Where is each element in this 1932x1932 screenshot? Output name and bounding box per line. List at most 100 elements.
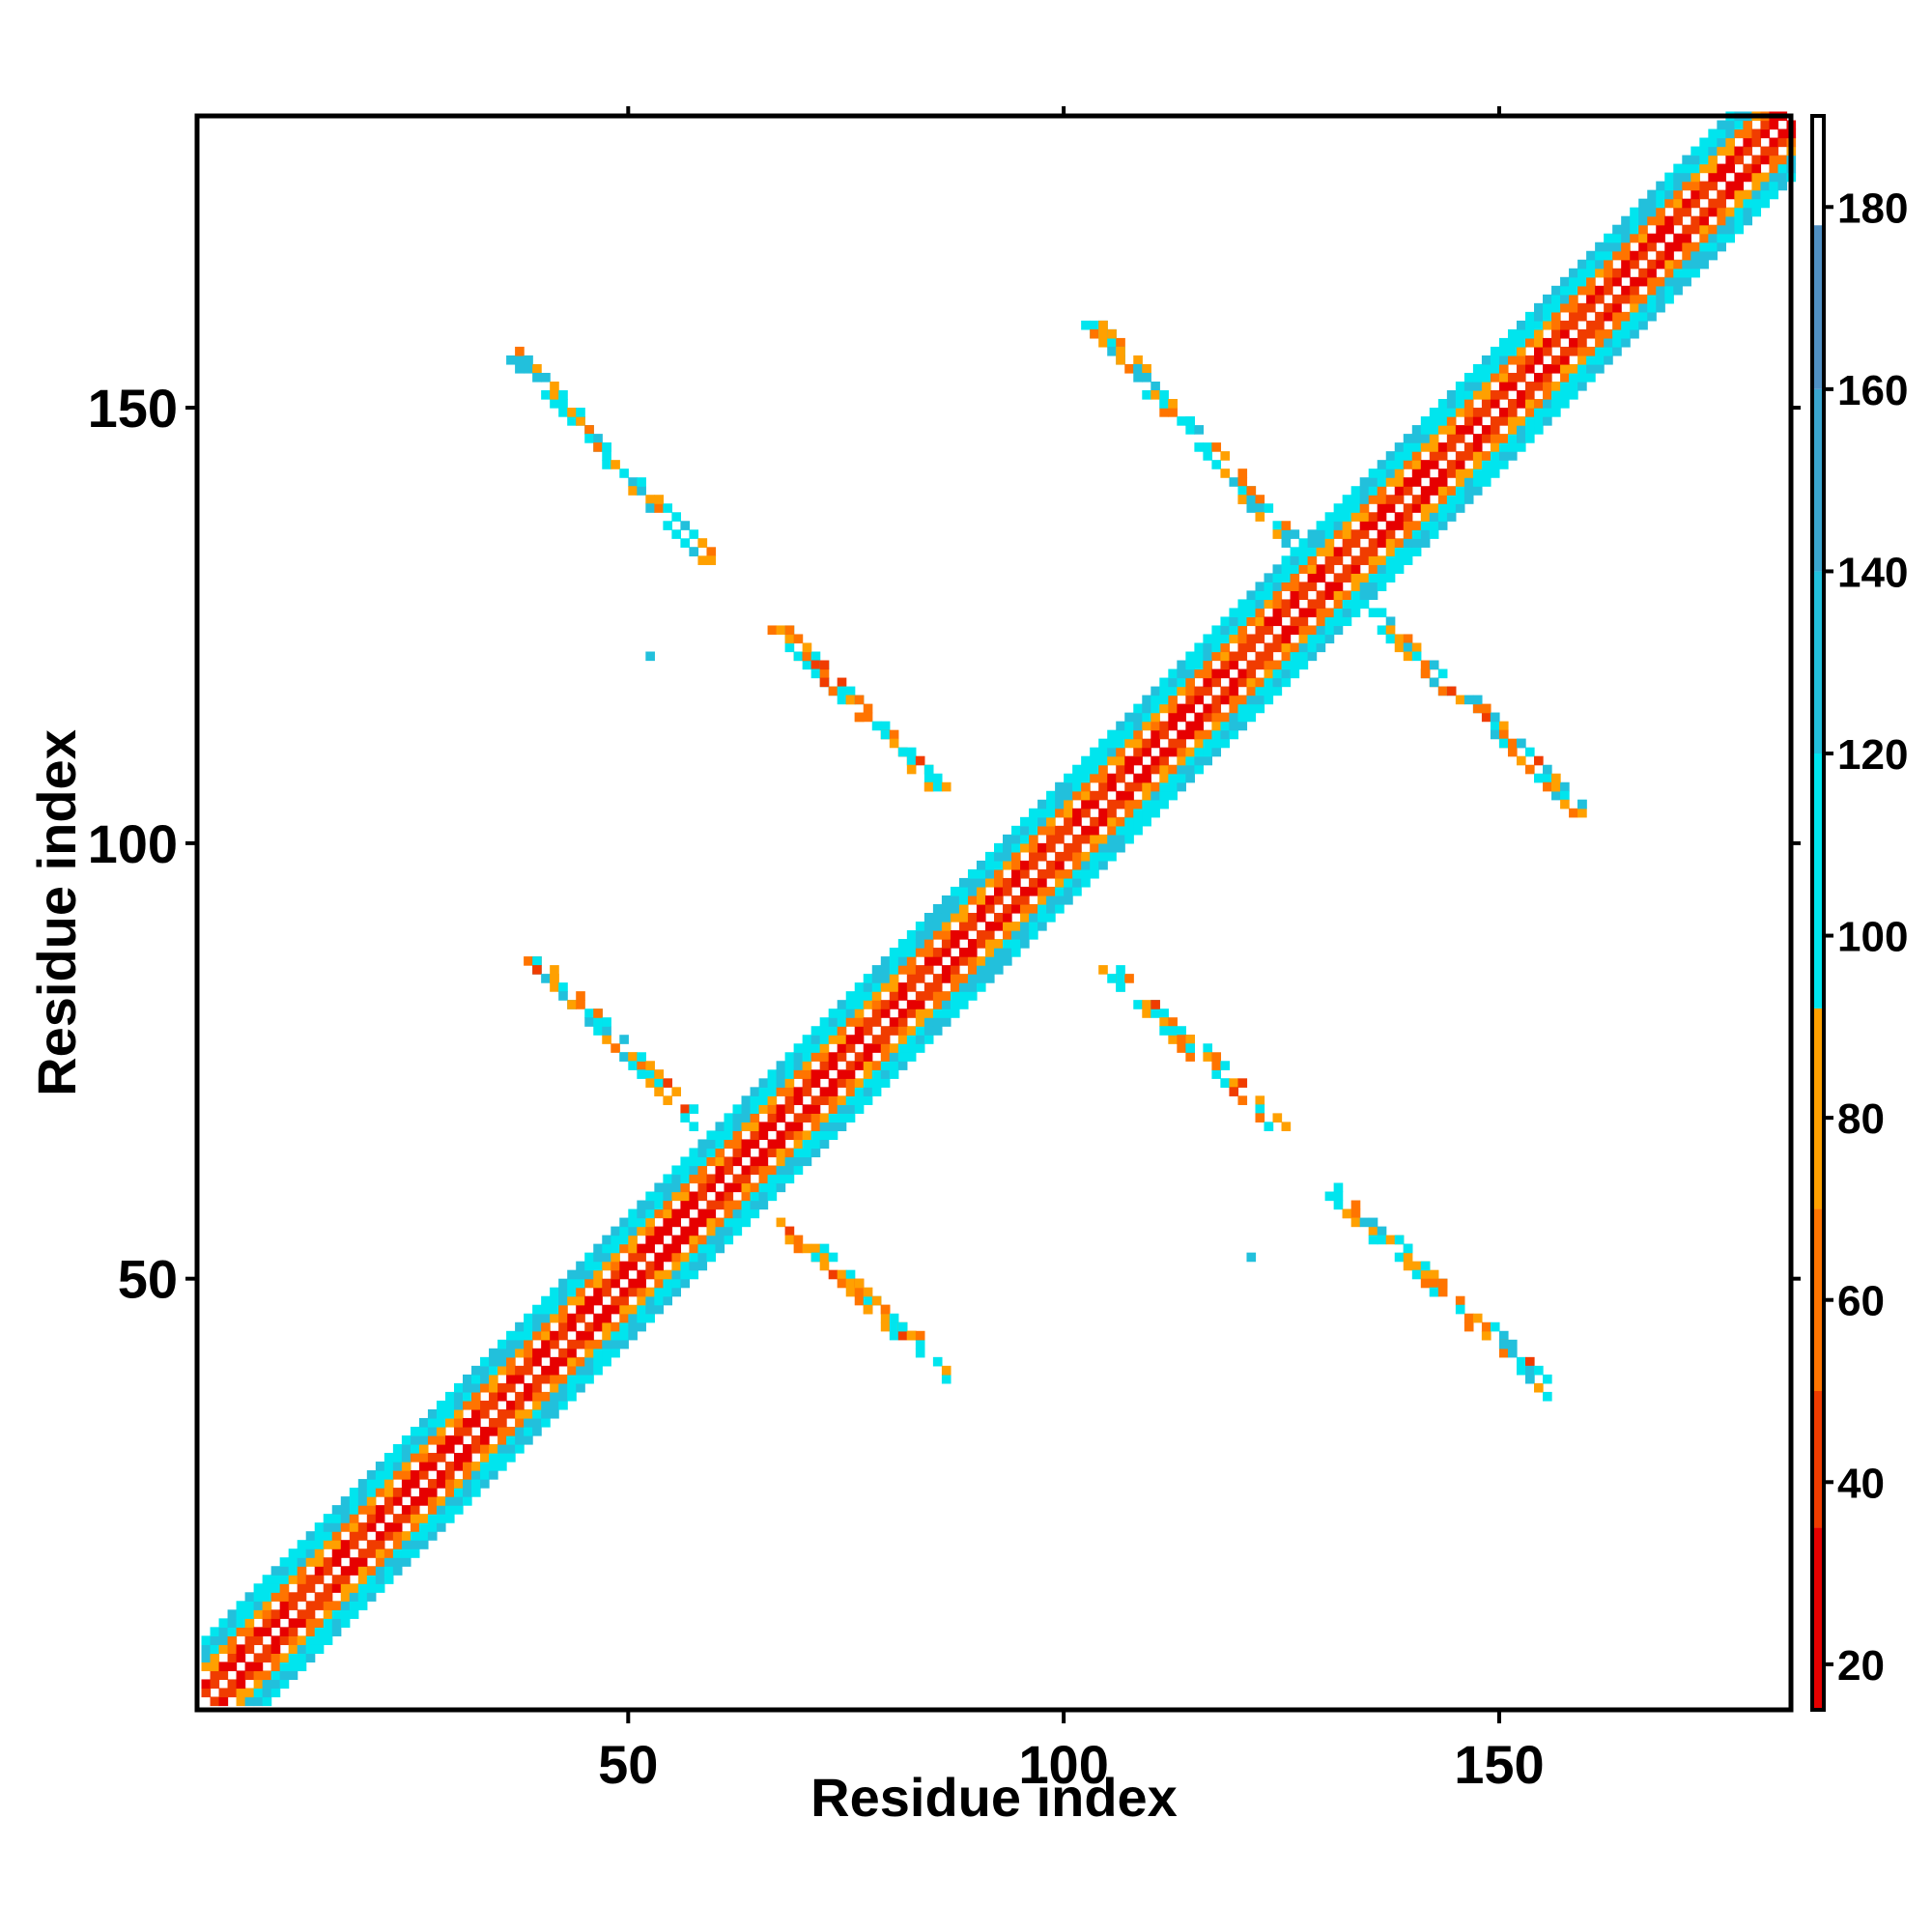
heatmap-cell xyxy=(584,1252,594,1263)
heatmap-cell xyxy=(436,1470,446,1480)
heatmap-cell xyxy=(1185,729,1195,740)
heatmap-cell xyxy=(854,1000,865,1009)
heatmap-cell xyxy=(889,1321,899,1332)
heatmap-cell xyxy=(550,1330,559,1341)
heatmap-cell xyxy=(1333,555,1344,565)
heatmap-cell xyxy=(1020,825,1030,836)
heatmap-cell xyxy=(279,1653,290,1663)
heatmap-cell xyxy=(1055,868,1065,879)
heatmap-cell xyxy=(802,1130,812,1141)
heatmap-cell xyxy=(1368,538,1378,548)
heatmap-cell xyxy=(1498,416,1509,426)
colorbar-tick-label: 140 xyxy=(1837,549,1908,596)
heatmap-cell xyxy=(906,1009,917,1018)
heatmap-cell xyxy=(645,1208,655,1219)
heatmap-cell xyxy=(1725,146,1735,156)
heatmap-cell xyxy=(1298,590,1309,601)
heatmap-cell xyxy=(584,1330,594,1341)
heatmap-cell xyxy=(1664,285,1674,296)
heatmap-cell xyxy=(1543,320,1552,330)
heatmap-cell xyxy=(1472,460,1483,469)
heatmap-cell xyxy=(984,948,995,957)
heatmap-cell xyxy=(1638,320,1648,330)
heatmap-cell xyxy=(880,965,891,975)
heatmap-cell xyxy=(1194,712,1204,723)
heatmap-cell xyxy=(1029,816,1038,827)
heatmap-cell xyxy=(392,1540,403,1549)
heatmap-cell xyxy=(1368,1226,1378,1236)
heatmap-cell xyxy=(1020,816,1030,827)
heatmap-cell xyxy=(567,1356,577,1367)
heatmap-cell xyxy=(1368,590,1378,601)
heatmap-cell xyxy=(401,1505,412,1515)
heatmap-cell xyxy=(1586,302,1596,313)
heatmap-cell xyxy=(1446,686,1457,696)
heatmap-cell xyxy=(1159,755,1169,766)
heatmap-cell xyxy=(750,1130,760,1141)
heatmap-cell xyxy=(1350,599,1361,610)
heatmap-cell xyxy=(288,1548,298,1558)
heatmap-cell xyxy=(637,486,646,496)
heatmap-cell xyxy=(793,1235,804,1245)
heatmap-cell xyxy=(1194,721,1204,731)
heatmap-cell xyxy=(663,1174,672,1184)
heatmap-cell xyxy=(1516,320,1526,330)
heatmap-cell xyxy=(349,1557,359,1567)
heatmap-cell xyxy=(401,1548,412,1558)
heatmap-cell xyxy=(1237,469,1248,478)
heatmap-cell xyxy=(524,1408,533,1419)
heatmap-cell xyxy=(776,1087,786,1096)
heatmap-cell xyxy=(1437,686,1448,696)
heatmap-cell xyxy=(1560,328,1570,339)
heatmap-cell xyxy=(906,974,917,983)
heatmap-cell xyxy=(854,1009,865,1018)
heatmap-cell xyxy=(1725,233,1735,243)
heatmap-cell xyxy=(1255,512,1265,522)
heatmap-cell xyxy=(532,1417,542,1428)
heatmap-cell xyxy=(889,1061,899,1070)
heatmap-cell xyxy=(532,956,542,966)
heatmap-cell xyxy=(593,1365,603,1376)
heatmap-cell xyxy=(897,1061,908,1070)
heatmap-cell xyxy=(340,1540,351,1549)
heatmap-cell xyxy=(1194,729,1204,740)
heatmap-cell xyxy=(1081,868,1091,879)
heatmap-cell xyxy=(314,1644,325,1654)
heatmap-cell xyxy=(279,1575,290,1584)
heatmap-cell xyxy=(1455,477,1465,487)
heatmap-cell xyxy=(1463,486,1474,496)
heatmap-cell xyxy=(1516,425,1526,435)
heatmap-cell xyxy=(218,1627,229,1636)
heatmap-cell xyxy=(1211,634,1222,644)
heatmap-cell xyxy=(593,1243,603,1254)
heatmap-cell xyxy=(819,1026,830,1036)
heatmap-cell xyxy=(602,1330,611,1341)
heatmap-cell xyxy=(941,939,952,949)
heatmap-cell xyxy=(1246,503,1257,513)
heatmap-cell xyxy=(1264,616,1274,627)
heatmap-cell xyxy=(1116,346,1125,356)
heatmap-cell xyxy=(1560,302,1570,313)
heatmap-cell xyxy=(349,1566,359,1576)
heatmap-cell xyxy=(1481,1330,1492,1341)
heatmap-cell xyxy=(1246,668,1257,679)
heatmap-cell xyxy=(288,1618,298,1628)
heatmap-cell xyxy=(297,1592,307,1602)
heatmap-cell xyxy=(1194,425,1204,435)
heatmap-cell xyxy=(941,948,952,957)
heatmap-cell xyxy=(1403,477,1413,487)
heatmap-cell xyxy=(915,939,925,949)
heatmap-cell xyxy=(1168,677,1178,688)
heatmap-cell xyxy=(1455,695,1465,705)
heatmap-cell xyxy=(1551,790,1561,801)
heatmap-cell xyxy=(366,1488,377,1497)
heatmap-cell xyxy=(758,1130,769,1141)
heatmap-cell xyxy=(567,1000,577,1009)
heatmap-cell xyxy=(810,651,821,662)
colorbar-band xyxy=(1812,571,1824,753)
heatmap-cell xyxy=(1168,399,1178,409)
heatmap-cell xyxy=(1324,582,1335,591)
heatmap-cell xyxy=(923,922,934,931)
